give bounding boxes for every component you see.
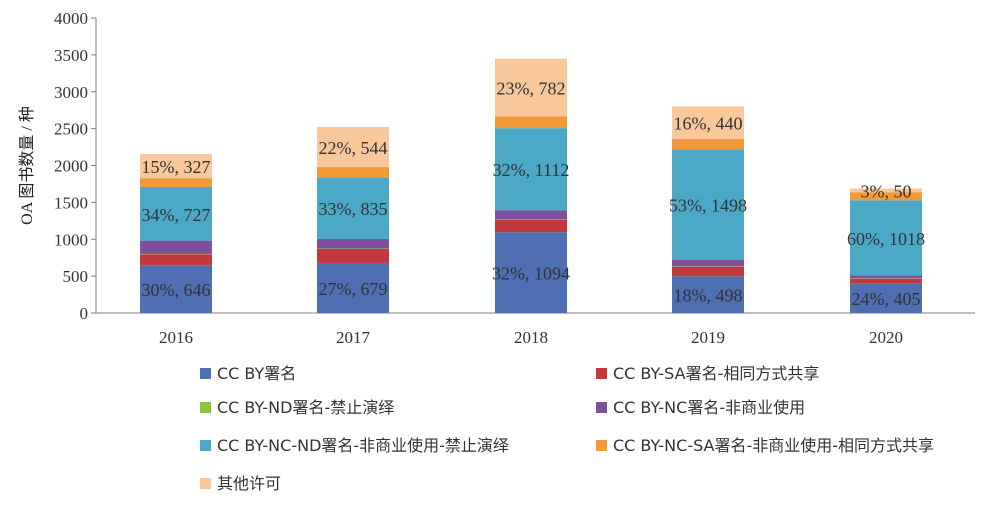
legend-swatch (200, 478, 211, 489)
legend-label: CC BY-NC署名-非商业使用 (613, 398, 805, 417)
bar-segment (140, 254, 212, 266)
bar-segment (495, 116, 567, 129)
x-tick-label: 2016 (159, 328, 193, 347)
bar-segment (672, 276, 744, 313)
bar-segment (317, 248, 389, 263)
bar-segment (850, 278, 922, 284)
data-label: 3%, 50 (861, 181, 912, 201)
bar-segment (140, 187, 212, 241)
y-tick-label: 4000 (54, 9, 88, 28)
y-tick-label: 1500 (54, 193, 88, 212)
legend-swatch (200, 402, 211, 413)
bar-segment (317, 238, 389, 249)
bar-segment (850, 200, 922, 276)
bar-segment (140, 265, 212, 313)
data-label: 32%, 1112 (493, 160, 570, 180)
legend-label: CC BY-NC-ND署名-非商业使用-禁止演绎 (217, 436, 509, 455)
bar-segment (672, 259, 744, 267)
x-tick-label: 2018 (514, 328, 548, 347)
legend-swatch (596, 368, 607, 379)
bar-segment (317, 177, 389, 239)
legend-label: CC BY-SA署名-相同方式共享 (613, 364, 819, 383)
bar-segment (850, 275, 922, 279)
data-label: 32%, 1094 (492, 264, 570, 284)
data-label: 15%, 327 (142, 157, 211, 177)
bar-segment (495, 58, 567, 117)
data-label: 24%, 405 (852, 289, 921, 309)
bar-segment (672, 138, 744, 150)
y-tick-label: 2500 (54, 120, 88, 139)
bar-segment (850, 283, 922, 313)
legend-label: CC BY署名 (217, 364, 296, 383)
data-label: 34%, 727 (142, 205, 211, 225)
bar-segment (140, 154, 212, 179)
bar-segment (495, 219, 567, 233)
legend-label: CC BY-ND署名-禁止演绎 (217, 398, 394, 417)
y-tick-label: 500 (63, 267, 89, 286)
bar-segment (140, 178, 212, 188)
bar-segment (495, 232, 567, 313)
bar-segment (672, 149, 744, 260)
legend-swatch (596, 402, 607, 413)
bar-segment (672, 106, 744, 139)
bar-segment (850, 188, 922, 193)
data-label: 60%, 1018 (847, 229, 925, 249)
bar-segment (495, 210, 567, 220)
legend-swatch (596, 440, 607, 451)
legend-label: 其他许可 (217, 474, 281, 493)
bar-segment (317, 262, 389, 313)
legend-swatch (200, 368, 211, 379)
x-tick-label: 2017 (336, 328, 371, 347)
bar-segment (317, 126, 389, 168)
data-label: 23%, 782 (497, 79, 566, 99)
bar-segment (495, 128, 567, 211)
data-label: 33%, 835 (319, 199, 388, 219)
data-label: 18%, 498 (674, 286, 743, 306)
data-label: 22%, 544 (319, 138, 388, 158)
y-axis-title: OA 图书数量 / 种 (18, 106, 36, 225)
y-tick-label: 0 (80, 304, 89, 323)
bar-segment (672, 266, 744, 277)
y-tick-label: 1000 (54, 230, 88, 249)
bar-segment (850, 192, 922, 201)
data-label: 27%, 679 (319, 279, 388, 299)
data-label: 53%, 1498 (669, 195, 747, 215)
data-label: 30%, 646 (142, 280, 211, 300)
legend-label: CC BY-NC-SA署名-非商业使用-相同方式共享 (613, 436, 934, 455)
x-tick-label: 2020 (869, 328, 903, 347)
y-tick-label: 3500 (54, 46, 88, 65)
data-label: 16%, 440 (674, 114, 743, 134)
x-tick-label: 2019 (691, 328, 725, 347)
bar-segment (317, 167, 389, 178)
bar-segment (140, 240, 212, 254)
y-tick-label: 3000 (54, 83, 88, 102)
legend-swatch (200, 440, 211, 451)
y-tick-label: 2000 (54, 157, 88, 176)
